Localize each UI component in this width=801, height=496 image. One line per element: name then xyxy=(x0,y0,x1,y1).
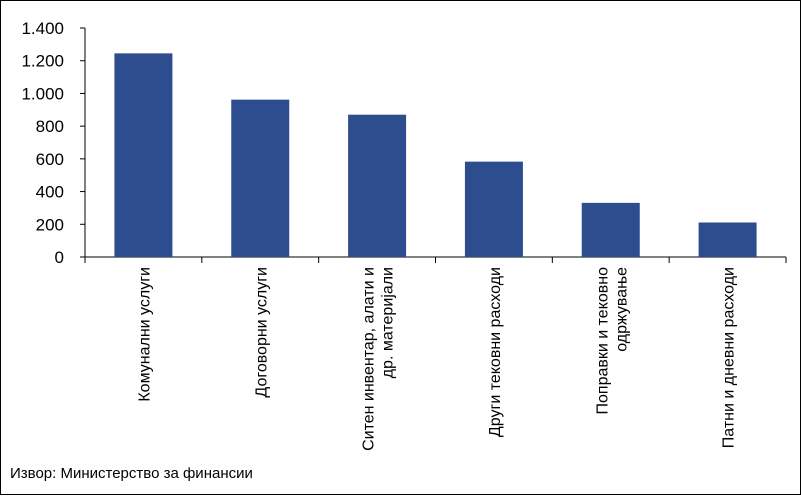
bar xyxy=(231,99,290,257)
source-note: Извор: Министерство за финансии xyxy=(10,465,253,482)
bar xyxy=(348,114,407,257)
category-label: Поправки и тековно xyxy=(594,267,611,415)
category-label: др. материјали xyxy=(380,267,397,378)
category-label: одржување xyxy=(613,267,630,352)
y-tick-label: 0 xyxy=(55,248,64,267)
category-label: Патни и дневни расходи xyxy=(721,267,738,448)
y-tick-label: 200 xyxy=(36,215,64,234)
y-tick-label: 1.200 xyxy=(21,52,64,71)
y-tick-label: 1.000 xyxy=(21,84,64,103)
y-tick-label: 1.400 xyxy=(21,19,64,38)
bar xyxy=(698,222,757,257)
bar xyxy=(464,161,523,257)
category-label: Ситен инвентар, алати и xyxy=(361,267,378,451)
category-label: Комунални услуги xyxy=(136,267,153,402)
y-tick-label: 600 xyxy=(36,150,64,169)
category-label: Договорни услуги xyxy=(253,267,270,398)
bar xyxy=(581,202,640,257)
y-tick-label: 400 xyxy=(36,183,64,202)
bar xyxy=(114,53,173,257)
category-label: Други тековни расходи xyxy=(487,267,504,437)
y-tick-label: 800 xyxy=(36,117,64,136)
